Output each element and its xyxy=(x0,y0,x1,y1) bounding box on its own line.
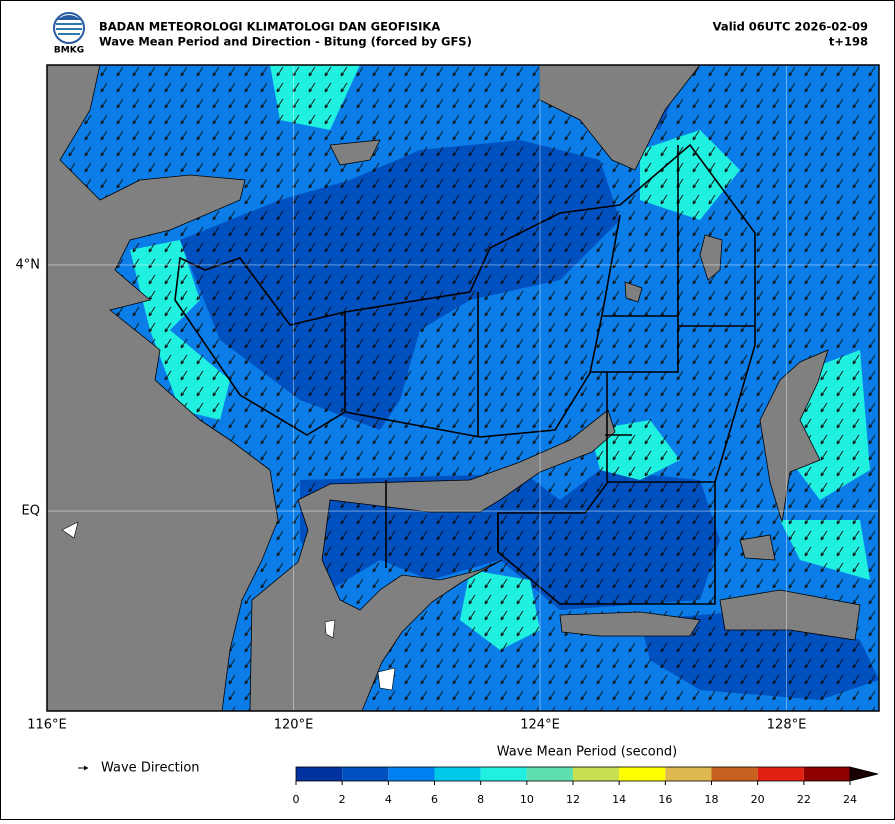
logo-text: BMKG xyxy=(54,46,84,56)
graticule xyxy=(47,65,879,711)
colorbar-segment xyxy=(434,767,481,781)
map-frame xyxy=(46,64,880,712)
product: Wave Mean Period and Direction - Bitung … xyxy=(99,35,472,49)
colorbar: 0 2 4 6 8 10 12 14 16 18 20 22 24 xyxy=(293,766,879,806)
lat-label: EQ xyxy=(22,504,40,519)
agency: BADAN METEOROLOGI KLIMATOLOGI DAN GEOFIS… xyxy=(99,20,440,34)
colorbar-segment xyxy=(342,767,389,781)
lon-label: 116°E xyxy=(27,718,67,733)
colorbar-tick-label: 24 xyxy=(843,793,857,806)
forecast-zones xyxy=(174,143,756,605)
lead-time: t+198 xyxy=(829,35,868,49)
colorbar-tick-label: 8 xyxy=(477,793,484,806)
colorbar-segment xyxy=(665,767,712,781)
land xyxy=(47,65,861,711)
colorbar-tick-label: 16 xyxy=(658,793,672,806)
colorbar-segment xyxy=(803,767,850,781)
colorbar-segment xyxy=(757,767,804,781)
colorbar-segment xyxy=(388,767,435,781)
valid-time: Valid 06UTC 2026-02-09 xyxy=(713,20,868,34)
colorbar-tick-label: 20 xyxy=(751,793,765,806)
colorbar-tick-label: 22 xyxy=(797,793,811,806)
colorbar-tick-label: 2 xyxy=(339,793,346,806)
colorbar-tick-label: 0 xyxy=(293,793,300,806)
colorbar-tick-label: 6 xyxy=(431,793,438,806)
islands xyxy=(61,521,396,691)
map xyxy=(47,65,879,711)
colorbar-segment xyxy=(296,767,343,781)
colorbar-segment xyxy=(711,767,758,781)
lon-label: 120°E xyxy=(274,718,314,733)
logo: BMKG xyxy=(53,12,85,56)
lon-label: 128°E xyxy=(767,718,807,733)
colorbar-tick-label: 10 xyxy=(520,793,534,806)
colorbar-segment xyxy=(573,767,620,781)
lon-label: 124°E xyxy=(520,718,560,733)
lat-label: 4°N xyxy=(16,257,41,272)
colorbar-tick-label: 12 xyxy=(566,793,580,806)
colorbar-segment xyxy=(526,767,573,781)
legend-label: Wave Direction xyxy=(101,761,200,776)
colorbar-segment xyxy=(619,767,666,781)
colorbar-tick-label: 4 xyxy=(385,793,392,806)
legend-arrow-head xyxy=(84,765,88,771)
colorbar-segment xyxy=(480,767,527,781)
colorbar-tick-label: 14 xyxy=(612,793,626,806)
colorbar-title: Wave Mean Period (second) xyxy=(497,745,678,760)
colorbar-tick-label: 18 xyxy=(705,793,719,806)
